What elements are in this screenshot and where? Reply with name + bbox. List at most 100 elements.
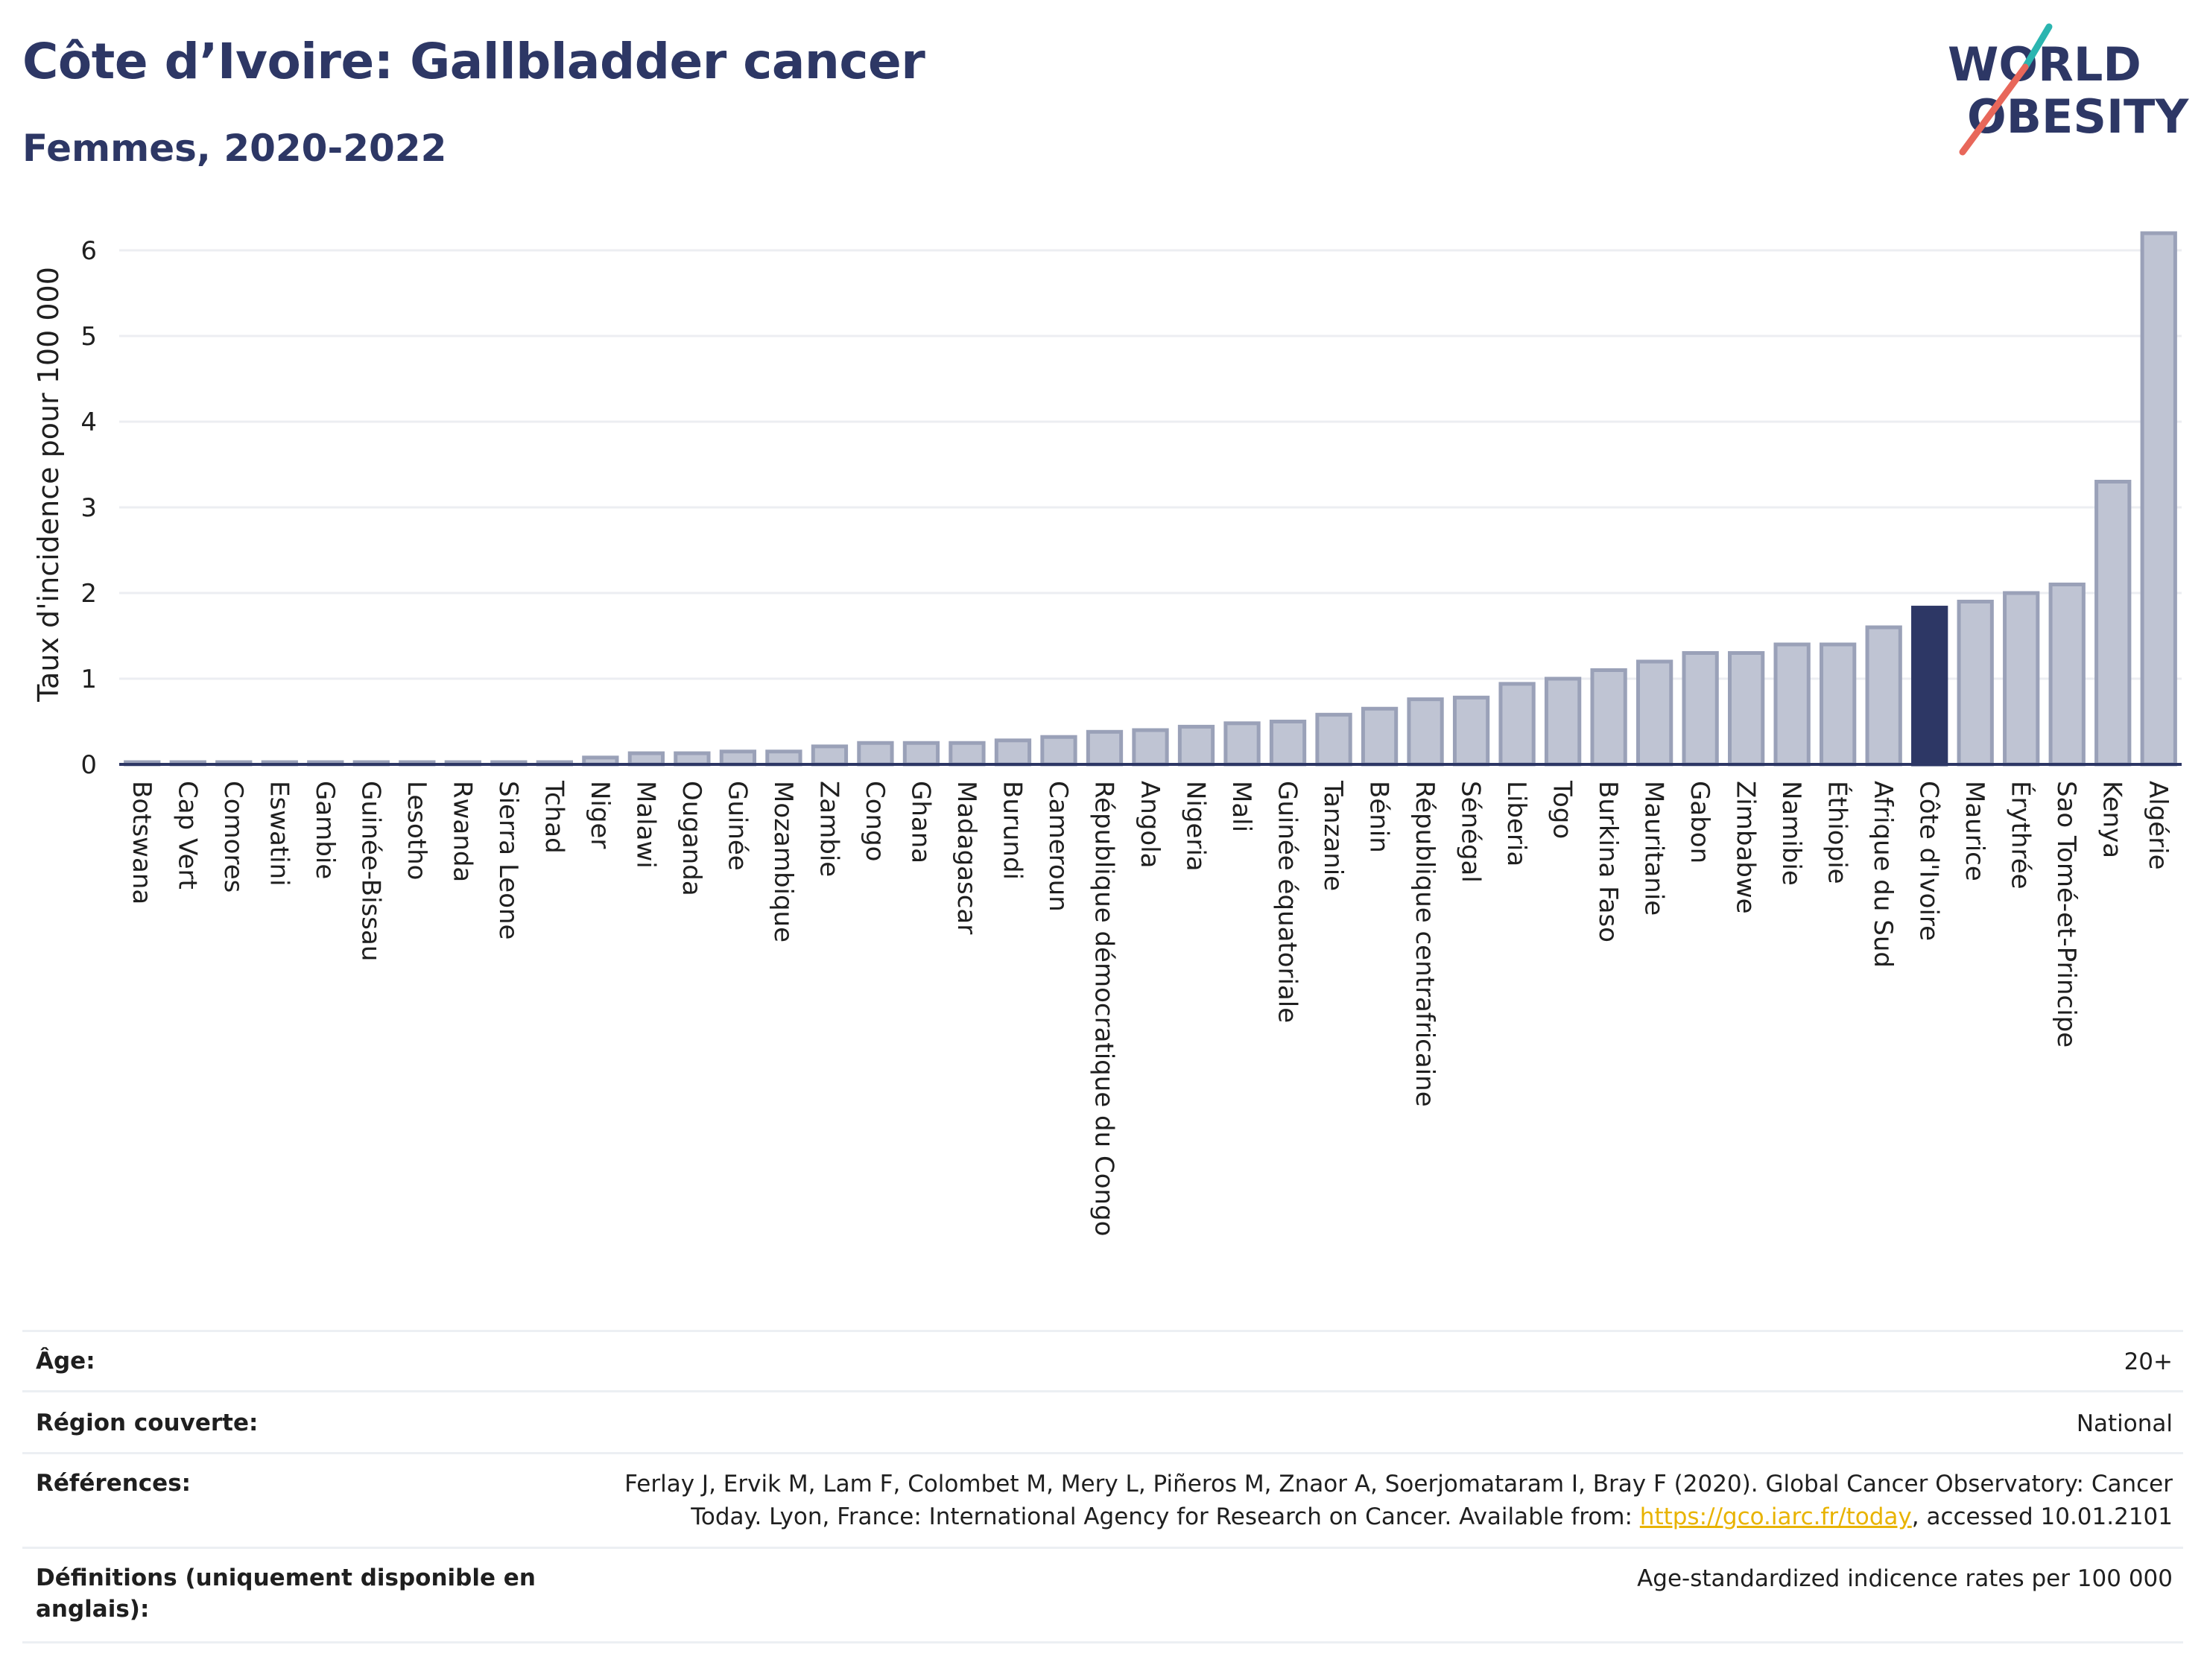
bar[interactable] bbox=[2048, 583, 2086, 767]
definitions-label: Définitions (uniquement disponible en an… bbox=[36, 1565, 536, 1623]
bar[interactable] bbox=[2094, 480, 2132, 767]
y-tick-label: 4 bbox=[80, 408, 97, 437]
x-tick-label: Ghana bbox=[905, 781, 935, 863]
x-tick-label: Mozambique bbox=[768, 781, 798, 942]
x-tick-label: Ouganda bbox=[677, 781, 706, 896]
references-line-1: Ferlay J, Ervik M, Lam F, Colombet M, Me… bbox=[624, 1471, 2173, 1497]
bar[interactable] bbox=[1544, 676, 1582, 767]
x-tick-label: Mali bbox=[1226, 781, 1256, 832]
x-tick-label: Mauritanie bbox=[1639, 781, 1669, 916]
x-tick-label: Érythrée bbox=[2006, 781, 2036, 890]
x-tick-label: Maurice bbox=[1960, 781, 1989, 881]
bar[interactable] bbox=[902, 741, 940, 767]
x-tick-label: Eswatini bbox=[264, 781, 294, 887]
bar[interactable] bbox=[1407, 697, 1444, 767]
bar[interactable] bbox=[1728, 651, 1765, 767]
x-tick-label: Gabon bbox=[1685, 781, 1714, 863]
x-tick-label: Botswana bbox=[127, 781, 156, 904]
x-tick-label: Liberia bbox=[1501, 781, 1531, 866]
bar[interactable] bbox=[2003, 591, 2040, 767]
bar[interactable] bbox=[1498, 682, 1536, 767]
bar[interactable] bbox=[1590, 668, 1627, 767]
gridlines bbox=[119, 249, 2182, 680]
x-tick-label: Rwanda bbox=[447, 781, 477, 882]
bar[interactable] bbox=[627, 751, 665, 767]
x-tick-label: Namibie bbox=[1776, 781, 1806, 886]
bar[interactable] bbox=[1635, 659, 1673, 767]
bar[interactable] bbox=[1086, 729, 1124, 767]
x-tick-label: République démocratique du Congo bbox=[1089, 781, 1118, 1236]
bar[interactable] bbox=[1865, 625, 1902, 767]
x-tick-label: Bénin bbox=[1364, 781, 1394, 853]
x-tick-label: Madagascar bbox=[951, 781, 981, 934]
bar[interactable] bbox=[811, 744, 849, 767]
x-tick-label: Guinée bbox=[722, 781, 752, 871]
bar[interactable] bbox=[765, 749, 802, 767]
x-tick-label: Niger bbox=[585, 781, 615, 849]
y-tick-label: 1 bbox=[80, 665, 97, 694]
bar[interactable] bbox=[1957, 600, 1994, 767]
bar[interactable] bbox=[2140, 231, 2177, 767]
bar[interactable] bbox=[857, 741, 894, 767]
x-tick-label: Cameroun bbox=[1043, 781, 1073, 912]
y-tick-label: 0 bbox=[80, 750, 97, 780]
references-value: Ferlay J, Ervik M, Lam F, Colombet M, Me… bbox=[533, 1468, 2173, 1533]
bar[interactable] bbox=[674, 751, 711, 767]
bar[interactable] bbox=[1773, 642, 1811, 767]
bar[interactable] bbox=[1452, 695, 1490, 767]
y-tick-label: 3 bbox=[80, 493, 97, 523]
x-tick-label: Guinée-Bissau bbox=[355, 781, 385, 961]
definitions-value: Age-standardized indicence rates per 100… bbox=[1637, 1565, 2173, 1592]
info-row-definitions: Définitions (uniquement disponible en an… bbox=[22, 1547, 2183, 1643]
bar[interactable] bbox=[1682, 651, 1719, 767]
x-axis: Botswana Cap Vert Comores Eswatini Gambie Gui… bbox=[119, 763, 2182, 1236]
bar[interactable] bbox=[1223, 721, 1261, 767]
y-tick-label: 5 bbox=[80, 322, 97, 352]
x-tick-label: Kenya bbox=[2097, 781, 2127, 858]
x-tick-label: Afrique du Sud bbox=[1868, 781, 1898, 968]
age-value: 20+ bbox=[2124, 1348, 2173, 1375]
bar-chart: Botswana Cap Vert Comores Eswatini Gambie Gui… bbox=[32, 231, 2182, 1236]
bar[interactable] bbox=[1315, 712, 1352, 767]
bar[interactable] bbox=[1132, 728, 1169, 767]
x-tick-label: Congo bbox=[860, 781, 890, 861]
references-text-2: Today. Lyon, France: International Agenc… bbox=[691, 1503, 1640, 1530]
bar[interactable] bbox=[949, 741, 986, 767]
x-tick-label: Tchad bbox=[539, 780, 569, 854]
x-tick-label: Algérie bbox=[2143, 781, 2173, 870]
x-tick-label: Burkina Faso bbox=[1593, 781, 1623, 942]
y-tick-label: 6 bbox=[80, 236, 97, 266]
x-tick-label: Sierra Leone bbox=[493, 781, 523, 939]
bar[interactable] bbox=[1269, 720, 1307, 767]
x-tick-label: Côte d'Ivoire bbox=[1914, 781, 1944, 941]
y-axis: 0 1 2 3 4 5 6 bbox=[80, 236, 97, 780]
x-tick-label: Comores bbox=[218, 781, 248, 893]
bar[interactable] bbox=[1040, 735, 1077, 767]
info-table: Âge: 20+ Région couverte: National Référ… bbox=[22, 1330, 2183, 1643]
x-tick-label: Sénégal bbox=[1456, 781, 1486, 883]
chart-title: Côte d’Ivoire: Gallbladder cancer bbox=[22, 33, 925, 90]
x-tick-label: Malawi bbox=[630, 781, 660, 869]
x-tick-label: Tanzanie bbox=[1318, 780, 1348, 891]
bar[interactable] bbox=[1911, 606, 1948, 767]
references-link[interactable]: https://gco.iarc.fr/today bbox=[1639, 1503, 1912, 1530]
y-tick-label: 2 bbox=[80, 579, 97, 609]
x-tick-label: Sao Tomé-et-Principe bbox=[2051, 781, 2081, 1047]
age-label: Âge: bbox=[36, 1348, 95, 1375]
bar[interactable] bbox=[1177, 724, 1215, 767]
bar[interactable] bbox=[719, 749, 757, 767]
references-line-2: Today. Lyon, France: International Agenc… bbox=[533, 1500, 2173, 1533]
x-tick-label: Lesotho bbox=[402, 781, 431, 880]
references-text-3: , accessed 10.01.2101 bbox=[1911, 1503, 2173, 1530]
bar[interactable] bbox=[994, 738, 1032, 767]
x-tick-label: Burundi bbox=[997, 781, 1027, 880]
bar[interactable] bbox=[1361, 706, 1399, 767]
x-tick-label: Cap Vert bbox=[172, 781, 202, 890]
bar[interactable] bbox=[1820, 642, 1857, 767]
x-tick-label: Gambie bbox=[310, 781, 340, 879]
chart-subtitle: Femmes, 2020-2022 bbox=[22, 127, 447, 170]
region-label: Région couverte: bbox=[36, 1410, 259, 1436]
x-tick-label: Guinée équatoriale bbox=[1273, 781, 1302, 1023]
info-row-region: Région couverte: National bbox=[22, 1390, 2183, 1452]
references-label: Références: bbox=[36, 1470, 191, 1497]
